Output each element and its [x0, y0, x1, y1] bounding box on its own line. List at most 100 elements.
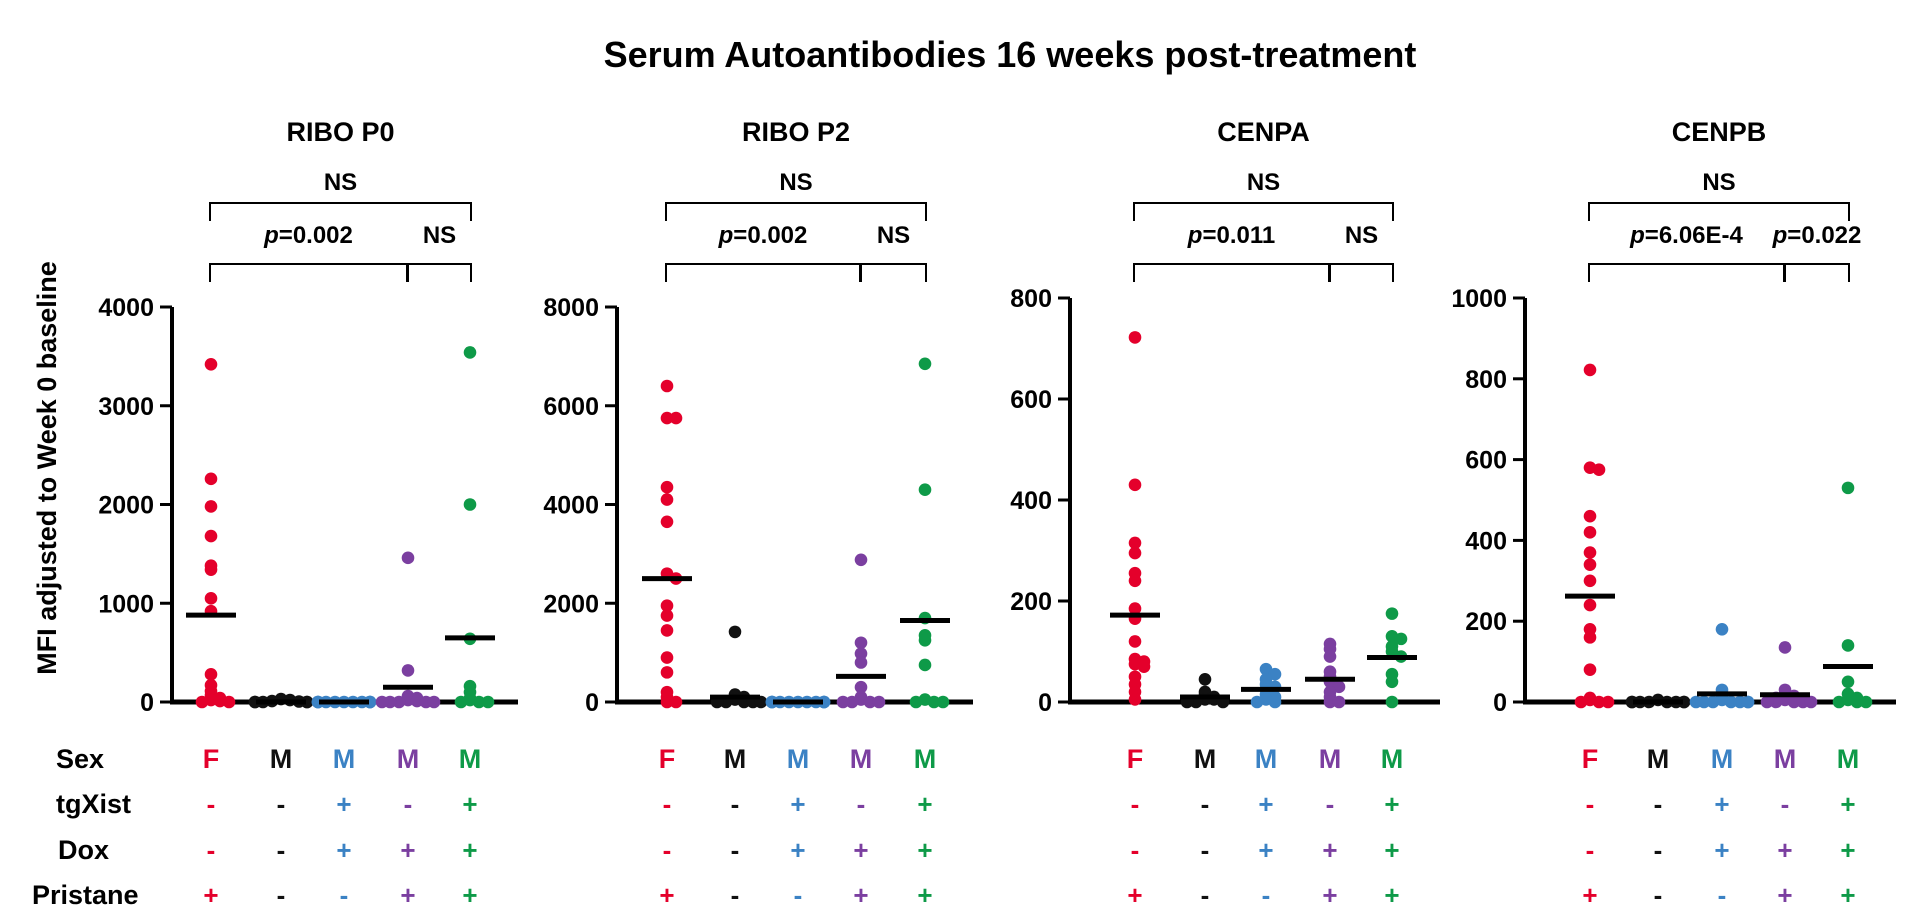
data-point — [918, 633, 932, 647]
y-tick-label: 200 — [1465, 608, 1507, 636]
data-point — [454, 695, 468, 709]
significance-bracket — [1133, 202, 1394, 221]
data-point — [1250, 695, 1264, 709]
data-point — [1769, 695, 1783, 709]
condition-sex: M — [1381, 744, 1404, 774]
data-point — [1268, 695, 1282, 709]
panel-2: CENPA 0 200 400 600 800 NS p=0.011 NS F - - + M - - - M + +… — [1010, 117, 1440, 910]
data-point — [660, 379, 674, 393]
data-point — [1583, 526, 1597, 539]
data-point — [1832, 695, 1846, 709]
significance-bracket — [665, 263, 861, 282]
condition-sex: M — [333, 744, 356, 774]
significance-label: p=0.002 — [263, 222, 353, 249]
condition-pristane: - — [794, 880, 803, 910]
condition-sex: F — [203, 744, 220, 774]
data-point — [1128, 693, 1142, 706]
y-axis-label: MFI adjusted to Week 0 baseline — [32, 261, 62, 675]
data-point — [1677, 695, 1691, 709]
data-point — [854, 680, 868, 694]
condition-pristane: - — [277, 880, 286, 910]
condition-dox: - — [1654, 835, 1663, 865]
data-point — [1689, 695, 1703, 709]
condition-tgXist: - — [1326, 789, 1335, 819]
data-point — [1332, 695, 1346, 709]
data-point — [1787, 695, 1801, 709]
condition-dox: + — [462, 835, 477, 865]
data-point — [472, 695, 486, 709]
condition-dox: - — [1131, 835, 1140, 865]
significance-bracket — [1133, 263, 1330, 282]
condition-dox: - — [277, 835, 286, 865]
condition-tgXist: - — [731, 789, 740, 819]
data-point — [1583, 363, 1597, 377]
data-point — [918, 658, 932, 672]
panel-title: RIBO P2 — [742, 117, 850, 147]
data-point — [909, 695, 923, 709]
condition-dox: + — [1258, 835, 1273, 865]
data-point — [1128, 546, 1142, 560]
significance-label: NS — [1247, 169, 1280, 196]
condition-pristane: + — [1322, 880, 1337, 910]
condition-pristane: - — [731, 880, 740, 910]
condition-sex: M — [1711, 744, 1734, 774]
data-point — [1137, 660, 1151, 673]
y-tick-label: 800 — [1010, 285, 1052, 313]
data-point — [1583, 574, 1597, 588]
condition-pristane: + — [659, 880, 674, 910]
data-point — [204, 563, 218, 576]
condition-pristane: + — [1384, 880, 1399, 910]
data-point — [1841, 639, 1855, 652]
y-tick-label: 4000 — [543, 492, 599, 520]
data-point — [300, 695, 314, 709]
condition-sex: M — [1194, 744, 1217, 774]
y-tick-label: 0 — [140, 689, 154, 717]
panel-3: CENPB 0 200 400 600 800 1000 NS p=6.06E-4 p=0.022… — [1451, 117, 1896, 910]
data-point — [1128, 635, 1142, 648]
condition-sex: M — [1774, 744, 1797, 774]
data-point — [1859, 695, 1873, 709]
data-point — [204, 357, 218, 371]
condition-dox: + — [400, 835, 415, 865]
condition-sex: M — [1319, 744, 1342, 774]
data-point — [669, 411, 683, 425]
y-tick-label: 1000 — [98, 590, 154, 618]
data-point — [1741, 695, 1755, 709]
condition-sex: M — [1647, 744, 1670, 774]
significance-bracket — [1784, 263, 1850, 282]
condition-pristane: + — [853, 880, 868, 910]
condition-sex: M — [1837, 744, 1860, 774]
figure-title: Serum Autoantibodies 16 weeks post-treat… — [604, 34, 1417, 75]
condition-sex: M — [724, 744, 747, 774]
condition-tgXist: - — [207, 789, 216, 819]
data-point — [204, 592, 218, 605]
condition-dox: - — [1586, 835, 1595, 865]
condition-tgXist: - — [1201, 789, 1210, 819]
condition-sex: F — [1127, 744, 1144, 774]
data-point — [1592, 695, 1606, 709]
y-tick-label: 800 — [1465, 366, 1507, 394]
condition-sex: M — [850, 744, 873, 774]
y-tick-label: 8000 — [543, 294, 599, 322]
y-tick-label: 2000 — [98, 492, 154, 520]
condition-pristane: - — [1718, 880, 1727, 910]
data-point — [660, 515, 674, 529]
data-point — [872, 695, 886, 709]
significance-label: NS — [877, 222, 910, 249]
condition-tgXist: - — [1131, 789, 1140, 819]
condition-sex: M — [397, 744, 420, 774]
y-tick-label: 400 — [1465, 527, 1507, 555]
condition-sex: M — [1255, 744, 1278, 774]
condition-pristane: + — [1127, 880, 1142, 910]
data-point — [1841, 675, 1855, 689]
condition-tgXist: - — [277, 789, 286, 819]
condition-dox: + — [853, 835, 868, 865]
y-tick-label: 200 — [1010, 588, 1052, 616]
y-tick-label: 0 — [1493, 689, 1507, 717]
data-point — [1198, 672, 1212, 686]
data-point — [854, 647, 868, 660]
data-point — [375, 695, 389, 709]
condition-tgXist: - — [1654, 789, 1663, 819]
condition-tgXist: - — [1586, 789, 1595, 819]
